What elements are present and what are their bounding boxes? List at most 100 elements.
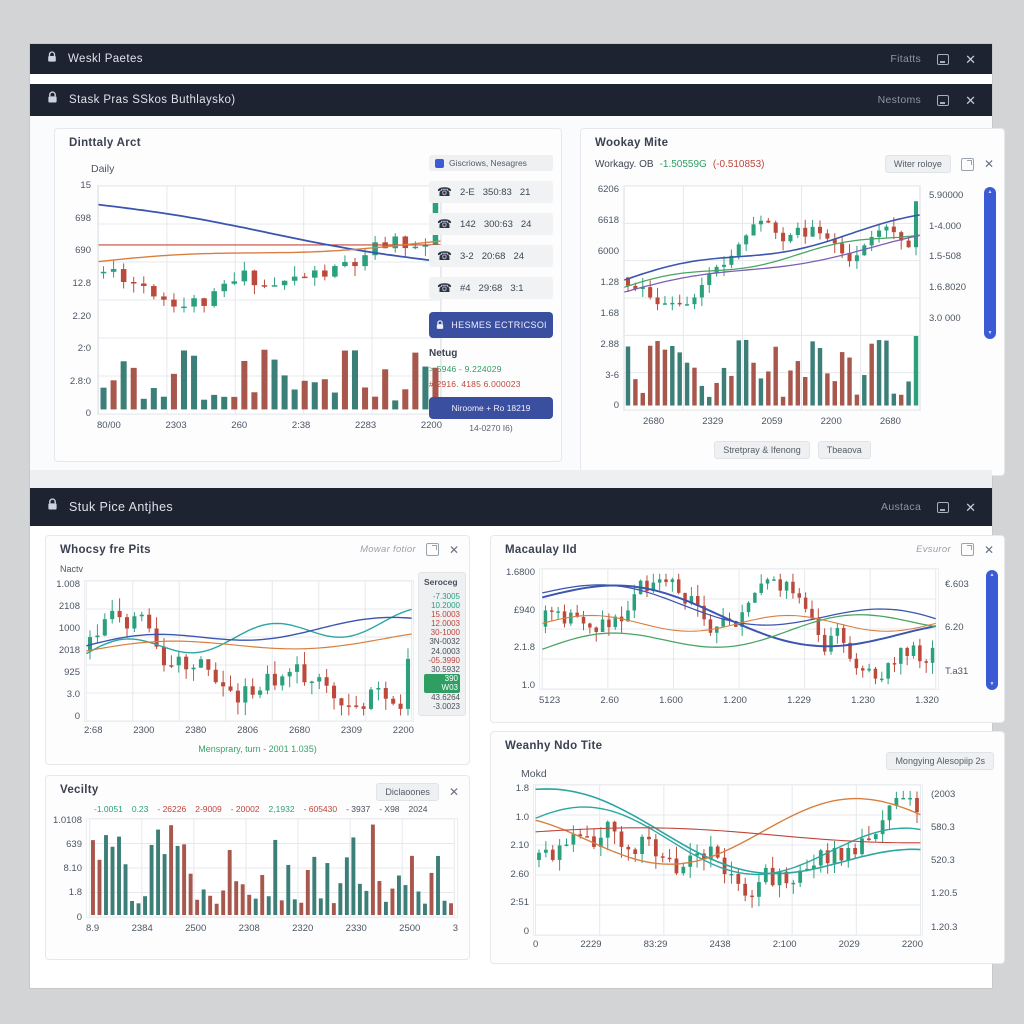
panel-title: Wookay Mite	[595, 137, 669, 149]
axis-tick: 2:51	[510, 897, 530, 908]
call-row[interactable]: ☎ 142 300:63 24	[429, 213, 553, 235]
secondary-action-button[interactable]: Niroome + Ro 18219	[429, 397, 553, 419]
row-value: 29:68	[478, 282, 503, 294]
lower-content: Whocsy fre Pits Mowar fotior ✕ Nactv 1.0…	[30, 526, 1005, 985]
axis-tick: 1.5-508	[929, 251, 962, 263]
phone-icon: ☎	[437, 281, 452, 295]
axis-tick: 8.9	[86, 923, 100, 934]
close-icon[interactable]: ✕	[448, 785, 459, 799]
axis-tick: 2200	[392, 725, 414, 736]
close-icon[interactable]: ✕	[965, 499, 976, 515]
titlebar-status: Nestoms	[877, 94, 922, 106]
vecilty-panel: Vecilty Diclaoones ✕ -1.0051 0.23 - 26226 2…	[45, 775, 470, 960]
expand-icon[interactable]	[425, 543, 439, 556]
axis-tick: 1-4.000	[929, 220, 962, 232]
axis-tick: 2029	[838, 939, 860, 950]
axis-tick: 2309	[340, 725, 363, 736]
legend-item: -3.0023	[432, 701, 460, 711]
x-axis: 5123 2.60 1.600 1.200 1.229 1.230 1.320	[539, 696, 939, 706]
moving-average-button[interactable]: Mongying Alesopiip 2s	[886, 752, 994, 770]
row-count: 24	[520, 218, 532, 230]
daily-side-column: Giscriows, Nesagres ☎ 2-E 350:83 21 ☎ 142 300:…	[429, 155, 553, 433]
subtitle: Mokd	[521, 768, 547, 780]
axis-tick: 2.10	[510, 840, 530, 851]
axis-tick: 1.28	[600, 276, 620, 288]
maximize-icon[interactable]	[937, 501, 950, 513]
phone-icon: ☎	[437, 185, 452, 199]
macaulay-panel: Macaulay IId Evsuror ✕ 1.6800 £940 2.1.8 1.…	[490, 535, 1005, 723]
axis-tick: 1.6800	[505, 567, 535, 578]
axis-tick: 2283	[355, 420, 377, 431]
axis-tick: 2330	[345, 923, 367, 934]
axis-tick: 2806	[237, 725, 259, 736]
options-button[interactable]: Diclaoones	[376, 783, 439, 801]
close-icon[interactable]: ✕	[965, 51, 976, 67]
axis-tick: 2.8:0	[69, 375, 91, 387]
remove-button[interactable]: Tbeaova	[817, 441, 871, 459]
axis-tick: 3.0	[66, 689, 80, 701]
call-row[interactable]: ☎ 3-2 20:68 24	[429, 245, 553, 267]
divider	[30, 470, 992, 488]
legend-item: - 26226	[157, 804, 187, 814]
maximize-icon[interactable]	[937, 53, 950, 65]
legend-item: 15.0003	[431, 609, 460, 619]
axis-tick: 0	[74, 711, 80, 723]
axis-tick: 2059	[761, 416, 783, 427]
row-value: 20:68	[481, 250, 506, 262]
axis-tick: 2.60	[600, 695, 619, 706]
expand-icon[interactable]	[960, 157, 974, 171]
x-axis: 8.9 2384 2500 2308 2320 2330 2500 3	[86, 924, 458, 934]
axis-tick: 12.8	[72, 277, 92, 289]
close-icon[interactable]: ✕	[448, 542, 459, 557]
close-icon[interactable]: ✕	[983, 542, 994, 557]
axis-tick: 3.0 000	[929, 312, 961, 324]
primary-action-button[interactable]: HESMES ECTRICSOl	[429, 312, 553, 338]
weekly-quote: Workagy. OB -1.50559G (-0.510853)	[595, 159, 765, 170]
expand-icon[interactable]	[960, 543, 974, 556]
weanhy-panel: Weanhy Ndo Tite Mongying Alesopiip 2s Mo…	[490, 731, 1005, 964]
axis-tick: £940	[513, 604, 535, 616]
close-icon[interactable]: ✕	[965, 92, 976, 108]
axis-tick: 1.0108	[52, 815, 82, 826]
axis-tick: 2300	[133, 725, 155, 736]
axis-tick: 2:0	[77, 343, 91, 355]
legend-item: 2024	[408, 804, 428, 814]
legend-title: Seroceg	[424, 577, 458, 587]
water-button[interactable]: Witer roloye	[884, 155, 951, 173]
messages-badge[interactable]: Giscriows, Nesagres	[429, 155, 553, 171]
scroll-down-icon[interactable]: ▼	[989, 681, 995, 687]
legend-item: 10.2000	[431, 600, 460, 610]
legend-item: 24.0003	[431, 646, 460, 656]
axis-tick: 6618	[597, 214, 619, 226]
weekly-panel: Wookay Mite Workagy. OB -1.50559G (-0.51…	[580, 128, 1005, 476]
axis-tick: 2.60	[510, 868, 530, 880]
row-id: 2-E	[459, 186, 475, 198]
row-value: 350:83	[482, 186, 512, 198]
axis-tick: 83:29	[643, 939, 668, 950]
scroll-up-icon[interactable]: ▲	[989, 572, 995, 578]
macaulay-chart-canvas	[539, 568, 939, 690]
x-axis: 2:68 2300 2380 2806 2680 2309 2200	[84, 726, 414, 736]
axis-tick: 2200	[420, 420, 442, 431]
strategy-button[interactable]: Stretpray & Ifenong	[714, 441, 810, 459]
call-row[interactable]: ☎ 2-E 350:83 21	[429, 181, 553, 203]
call-row[interactable]: ☎ #4 29:68 3:1	[429, 277, 553, 299]
axis-tick: T.a31	[945, 665, 969, 677]
axis-tick: €.603	[945, 579, 969, 590]
axis-tick: 80/00	[97, 420, 121, 431]
chart-scrollbar[interactable]: ▲ ▼	[984, 187, 996, 339]
badge-label: Giscriows, Nesagres	[449, 158, 527, 168]
legend-item: 390 W03	[424, 674, 460, 693]
axis-tick: 2108	[58, 601, 80, 613]
maximize-icon[interactable]	[937, 94, 950, 106]
axis-tick: 2380	[185, 725, 207, 736]
weekly-chart-canvas	[623, 185, 921, 411]
axis-tick: 1.320	[915, 695, 939, 706]
scroll-up-icon[interactable]: ▲	[987, 189, 993, 195]
close-icon[interactable]: ✕	[983, 157, 994, 171]
chart-scrollbar[interactable]: ▲ ▼	[986, 570, 998, 690]
scroll-down-icon[interactable]: ▼	[987, 330, 993, 336]
axis-tick: 1.8	[68, 887, 82, 899]
axis-tick: 5.90000	[929, 190, 964, 201]
